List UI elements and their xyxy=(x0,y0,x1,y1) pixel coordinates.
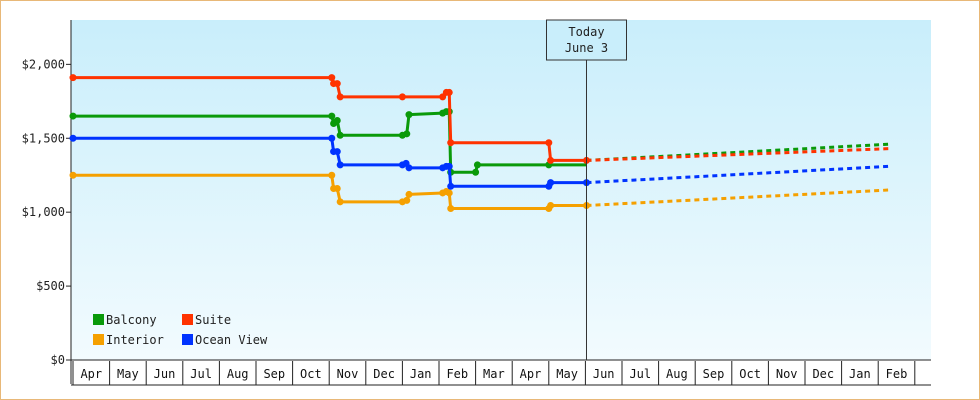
series-suite xyxy=(69,74,890,164)
legend-label-ocean-view: Ocean View xyxy=(195,333,268,347)
data-point-suite xyxy=(447,139,455,147)
data-point-suite xyxy=(445,88,453,96)
month-label: Jun xyxy=(593,367,615,381)
data-point-balcony xyxy=(333,117,341,125)
forecast-line-ocean-view xyxy=(586,164,890,185)
month-label: May xyxy=(556,367,578,381)
today-marker: Today June 3 xyxy=(545,19,627,360)
month-label: Sep xyxy=(263,367,285,381)
data-point-suite xyxy=(336,93,344,101)
series-ocean-view xyxy=(69,134,890,190)
data-point-ocean-view xyxy=(547,179,555,187)
data-point-suite xyxy=(69,74,77,82)
data-point-balcony xyxy=(472,168,480,176)
data-point-balcony xyxy=(328,112,336,120)
data-point-suite xyxy=(333,80,341,88)
forecast-line-balcony xyxy=(586,142,890,162)
data-point-interior xyxy=(547,202,555,210)
today-box xyxy=(545,19,627,61)
month-label: Aug xyxy=(227,367,249,381)
data-point-interior xyxy=(447,204,455,212)
y-tick-label: $0 xyxy=(51,353,65,367)
month-label: May xyxy=(117,367,139,381)
data-point-ocean-view xyxy=(405,164,413,172)
y-tick-label: $1,000 xyxy=(22,205,65,219)
month-label: Apr xyxy=(520,367,542,381)
data-point-ocean-view xyxy=(333,148,341,156)
data-point-ocean-view xyxy=(69,134,77,142)
legend-swatch-suite xyxy=(182,314,193,325)
month-label: Nov xyxy=(776,367,798,381)
month-label: Oct xyxy=(300,367,322,381)
plot-background xyxy=(71,20,931,360)
data-point-interior xyxy=(445,189,453,197)
data-point-suite xyxy=(328,74,336,82)
legend-label-interior: Interior xyxy=(106,333,164,347)
forecast-line-interior xyxy=(586,188,890,208)
data-point-interior xyxy=(403,196,411,204)
data-point-interior xyxy=(336,198,344,206)
month-label: Oct xyxy=(739,367,761,381)
legend-swatch-ocean-view xyxy=(182,334,193,345)
series-layer xyxy=(69,74,890,212)
y-axis: $0 $500 $1,000 $1,500 $2,000 xyxy=(22,20,931,384)
month-label: Jul xyxy=(629,367,651,381)
month-label: Feb xyxy=(886,367,908,381)
month-label: Sep xyxy=(703,367,725,381)
month-label: Feb xyxy=(446,367,468,381)
month-label: Jan xyxy=(849,367,871,381)
month-label: Jul xyxy=(190,367,212,381)
data-point-suite xyxy=(545,139,553,147)
data-point-suite xyxy=(398,93,406,101)
legend: Balcony Suite Interior Ocean View xyxy=(93,313,268,347)
month-label: Dec xyxy=(812,367,834,381)
data-point-interior xyxy=(69,171,77,179)
forecast-line-suite xyxy=(586,147,890,162)
legend-label-suite: Suite xyxy=(195,313,231,327)
data-point-ocean-view xyxy=(336,161,344,169)
legend-swatch-balcony xyxy=(93,314,104,325)
data-point-balcony xyxy=(405,111,413,119)
month-label: Nov xyxy=(337,367,359,381)
data-point-suite xyxy=(547,156,555,164)
data-point-interior xyxy=(333,185,341,193)
data-point-balcony xyxy=(69,112,77,120)
month-label: Aug xyxy=(666,367,688,381)
data-point-ocean-view xyxy=(445,162,453,170)
data-point-ocean-view xyxy=(328,134,336,142)
today-label: Today xyxy=(568,25,604,39)
y-tick-label: $2,000 xyxy=(22,57,65,71)
y-tick-label: $1,500 xyxy=(22,131,65,145)
data-point-balcony xyxy=(473,161,481,169)
x-axis: Apr May Jun Jul Aug Sep Oct Nov Dec Jan Feb Mar Apr M… xyxy=(71,361,931,386)
month-label: Mar xyxy=(483,367,505,381)
data-point-interior xyxy=(328,171,336,179)
y-tick-label: $500 xyxy=(36,279,65,293)
legend-label-balcony: Balcony xyxy=(106,313,157,327)
legend-swatch-interior xyxy=(93,334,104,345)
series-interior xyxy=(69,171,890,212)
today-date: June 3 xyxy=(565,41,608,55)
month-label: Jan xyxy=(410,367,432,381)
month-label: Jun xyxy=(154,367,176,381)
data-point-interior xyxy=(405,190,413,198)
month-label: Apr xyxy=(80,367,102,381)
data-point-ocean-view xyxy=(447,182,455,190)
data-point-balcony xyxy=(403,130,411,138)
data-point-balcony xyxy=(336,131,344,139)
month-label: Dec xyxy=(373,367,395,381)
